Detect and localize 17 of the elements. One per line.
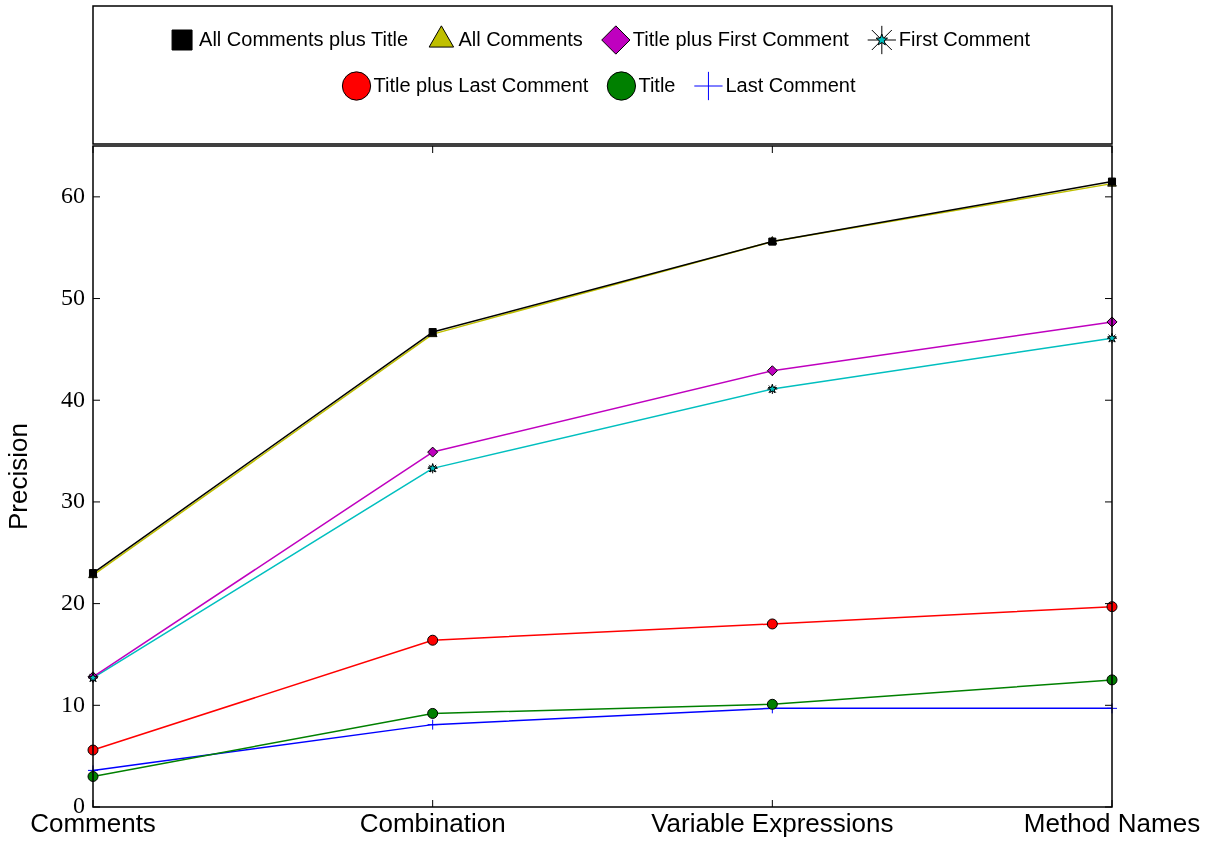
y-tick-label: 10 — [61, 690, 85, 717]
legend-label: Title plus Last Comment — [373, 73, 589, 96]
y-tick-label: 40 — [61, 385, 85, 412]
x-tick-label: Method Names — [1023, 807, 1201, 838]
y-tick-label: 20 — [61, 588, 85, 615]
y-tick-label: 30 — [61, 487, 85, 514]
y-tick-label: 50 — [61, 283, 85, 310]
y-tick-label: 60 — [61, 182, 85, 209]
legend-label: First Comment — [898, 27, 1031, 50]
legend-label: All Comments plus Title — [199, 27, 409, 50]
legend-label: All Comments — [458, 27, 583, 50]
y-axis-title: Precision — [2, 423, 33, 530]
legend-label: Last Comment — [725, 73, 856, 96]
x-tick-label: Variable Expressions — [651, 807, 894, 838]
legend-label: Title plus First Comment — [632, 27, 850, 50]
legend-label: Title — [638, 73, 676, 96]
x-tick-label: Combination — [359, 807, 506, 838]
